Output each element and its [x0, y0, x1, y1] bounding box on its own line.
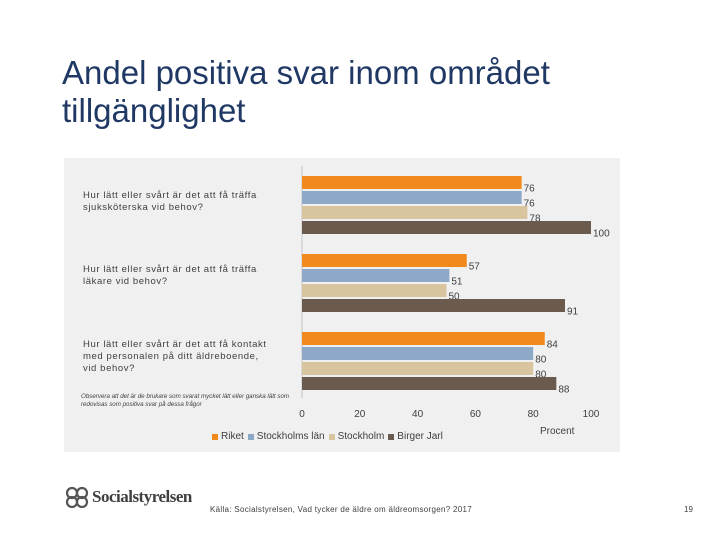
socialstyrelsen-logo: Socialstyrelsen — [64, 486, 192, 508]
x-tick-label: 40 — [412, 409, 424, 420]
data-label: 78 — [529, 214, 541, 225]
bar-stockholms-l-n-2 — [302, 269, 450, 282]
bar-stockholm-2 — [302, 284, 447, 297]
legend-swatch — [247, 433, 254, 440]
chart-legend: Riket Stockholms län Stockholm Birger Ja… — [212, 431, 447, 442]
data-label: 50 — [449, 292, 461, 303]
x-tick-label: 20 — [354, 409, 366, 420]
x-tick-label: 60 — [470, 409, 482, 420]
legend-item-stockholm: Stockholm — [328, 431, 384, 442]
legend-item-birger-jarl: Birger Jarl — [388, 431, 443, 442]
data-label: 84 — [547, 340, 559, 351]
legend-item-stockholms-lan: Stockholms län — [247, 431, 325, 442]
category-label-staff: Hur lätt eller svårt är det att få konta… — [83, 339, 267, 374]
footnote: Observera att det är de brukare som svar… — [81, 393, 290, 408]
bar-birger-jarl-2 — [302, 299, 565, 312]
category-label-doctor: Hur lätt eller svårt är det att få träff… — [83, 264, 257, 287]
bar-riket-2 — [302, 254, 467, 267]
data-label: 80 — [535, 370, 547, 381]
bar-birger-jarl-3 — [302, 377, 557, 390]
data-label: 88 — [558, 385, 570, 396]
bar-stockholm-3 — [302, 362, 534, 375]
slide-title: Andel positiva svar inom området tillgän… — [62, 54, 550, 129]
legend-item-riket: Riket — [212, 431, 244, 442]
bar-riket-3 — [302, 332, 545, 345]
bar-stockholms-l-n-1 — [302, 191, 522, 204]
bar-stockholms-l-n-3 — [302, 347, 534, 360]
data-label: 51 — [451, 277, 463, 288]
bar-birger-jarl-1 — [302, 221, 591, 234]
data-label: 80 — [535, 355, 547, 366]
data-label: 57 — [469, 262, 481, 273]
x-axis-label: Procent — [540, 426, 575, 437]
page-number: 19 — [684, 505, 693, 514]
x-tick-label: 80 — [528, 409, 540, 420]
legend-swatch — [212, 433, 218, 440]
data-label: 76 — [524, 184, 536, 195]
x-tick-label: 100 — [583, 409, 600, 420]
bar-stockholm-1 — [302, 206, 528, 219]
logo-icon — [65, 486, 89, 508]
source-note: Källa: Socialstyrelsen, Vad tycker de äl… — [210, 505, 473, 514]
x-tick-label: 0 — [299, 409, 305, 420]
data-label: 100 — [593, 229, 610, 240]
category-label-nurse: Hur lätt eller svårt är det att få träff… — [83, 190, 257, 213]
data-label: 91 — [567, 307, 579, 318]
legend-swatch — [328, 433, 335, 440]
bar-riket-1 — [302, 176, 522, 189]
data-label: 76 — [524, 199, 536, 210]
legend-swatch — [388, 433, 395, 440]
logo-text: Socialstyrelsen — [92, 487, 192, 506]
